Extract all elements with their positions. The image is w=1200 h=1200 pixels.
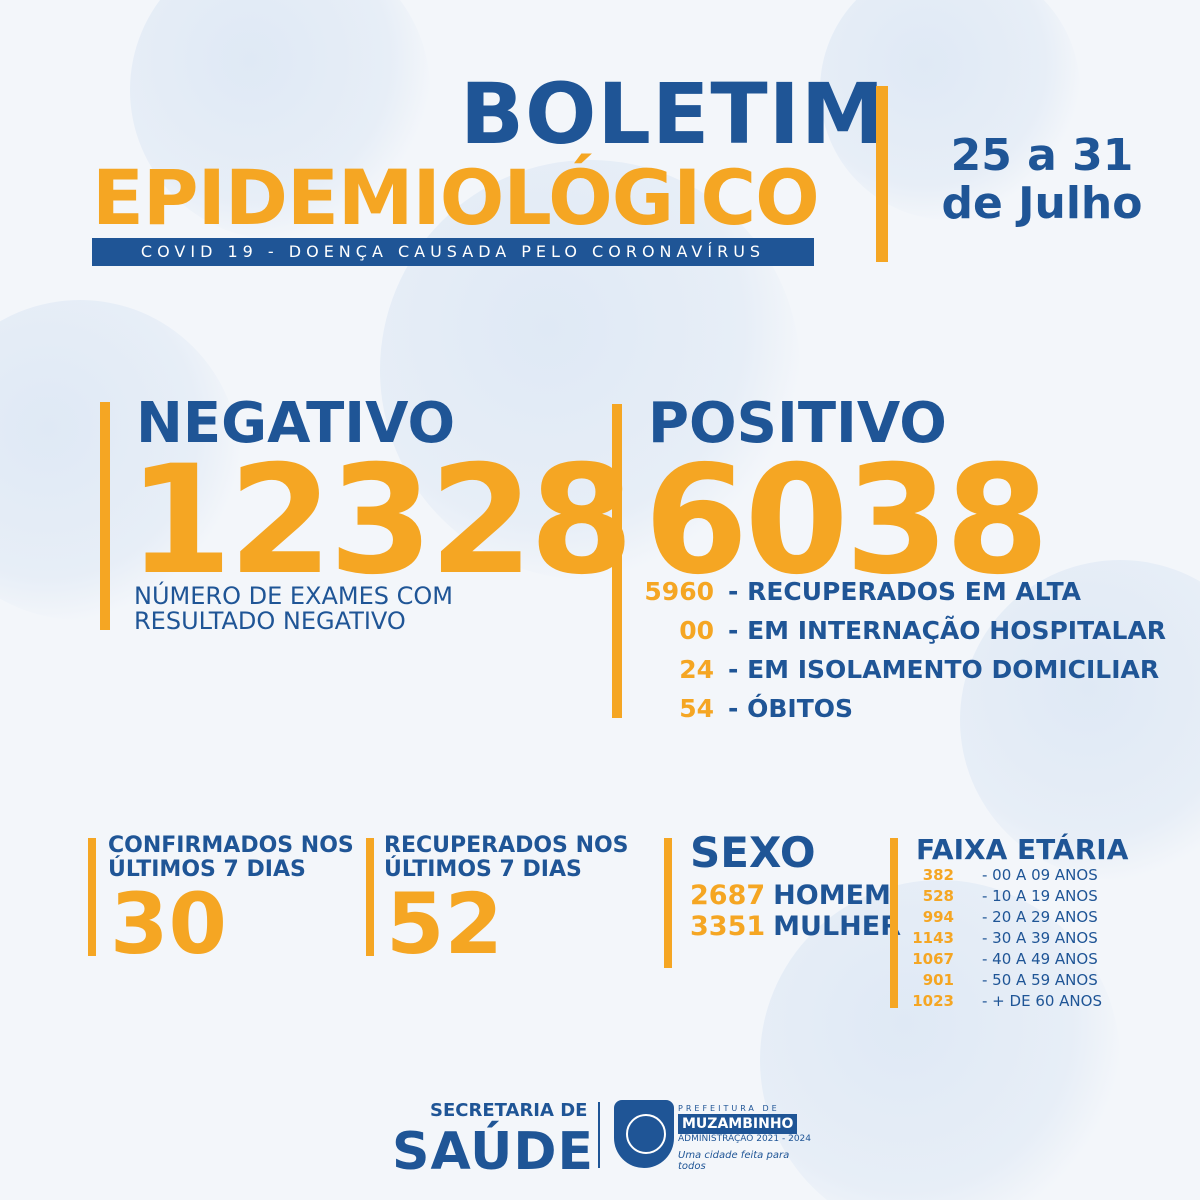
subtitle-banner: COVID 19 - DOENÇA CAUSADA PELO CORONAVÍR… xyxy=(92,238,814,266)
positivo-row-label: - ÓBITOS xyxy=(728,694,853,723)
positivo-row-value: 00 xyxy=(679,616,714,645)
age-row-label: - + DE 60 ANOS xyxy=(982,992,1102,1010)
sexo-row-label: HOMEM xyxy=(773,880,891,911)
recuperados-value: 52 xyxy=(386,875,503,973)
age-row: 901 - 50 A 59 ANOS xyxy=(900,971,1160,992)
age-row-label: - 40 A 49 ANOS xyxy=(982,950,1098,968)
faixa-title: FAIXA ETÁRIA xyxy=(916,833,1129,866)
logo-slogan: Uma cidade feita para todos xyxy=(678,1150,790,1172)
virus-decoration xyxy=(760,880,1120,1200)
sexo-row: 2687 HOMEM xyxy=(690,880,891,911)
negativo-bar xyxy=(100,402,110,630)
logo-administration: ADMINISTRAÇÃO 2021 - 2024 xyxy=(678,1134,811,1144)
age-row-value: 994 xyxy=(922,908,954,926)
header-divider xyxy=(876,86,888,262)
saude-label: SAÚDE xyxy=(392,1122,595,1182)
age-row-value: 1067 xyxy=(912,950,954,968)
title-epidemiologico: EPIDEMIOLÓGICO xyxy=(92,153,820,242)
confirmados-line1: CONFIRMADOS NOS xyxy=(108,833,354,858)
secretaria-label: SECRETARIA DE xyxy=(430,1100,588,1121)
positivo-row-label: - EM ISOLAMENTO DOMICILIAR xyxy=(728,655,1160,684)
prefeitura-logo: PREFEITURA DE MUZAMBINHO ADMINISTRAÇÃO 2… xyxy=(614,1100,814,1172)
age-row-value: 382 xyxy=(922,866,954,884)
negativo-value: 12328 xyxy=(128,434,634,608)
positivo-label: POSITIVO xyxy=(648,391,947,456)
age-row: 1023 - + DE 60 ANOS xyxy=(900,992,1160,1013)
recuperados-line1: RECUPERADOS NOS xyxy=(384,833,629,858)
footer-divider xyxy=(598,1102,600,1168)
age-row: 1143 - 30 A 39 ANOS xyxy=(900,929,1160,950)
virus-decoration xyxy=(380,160,800,580)
confirmados-title: CONFIRMADOS NOS ÚLTIMOS 7 DIAS xyxy=(108,833,354,883)
age-row-label: - 00 A 09 ANOS xyxy=(982,866,1098,884)
confirmados-bar xyxy=(88,838,96,956)
sexo-bar xyxy=(664,838,672,968)
positivo-row-label: - EM INTERNAÇÃO HOSPITALAR xyxy=(728,616,1167,645)
age-row-label: - 30 A 39 ANOS xyxy=(982,929,1098,947)
date-range: 25 a 31 de Julho xyxy=(902,130,1182,230)
positivo-row: 00 - EM INTERNAÇÃO HOSPITALAR xyxy=(632,616,1192,652)
age-row-label: - 50 A 59 ANOS xyxy=(982,971,1098,989)
age-row: 528 - 10 A 19 ANOS xyxy=(900,887,1160,908)
positivo-row: 5960 - RECUPERADOS EM ALTA xyxy=(632,577,1192,613)
logo-top-text: PREFEITURA DE xyxy=(678,1104,780,1113)
recuperados-line2: ÚLTIMOS 7 DIAS xyxy=(384,857,582,883)
positivo-row: 54 - ÓBITOS xyxy=(632,694,1192,730)
positivo-row-value: 54 xyxy=(679,694,714,723)
age-row: 382 - 00 A 09 ANOS xyxy=(900,866,1160,887)
positivo-row-value: 24 xyxy=(679,655,714,684)
negativo-desc-line2: RESULTADO NEGATIVO xyxy=(134,607,406,636)
sexo-row-label: MULHER xyxy=(773,911,901,942)
sexo-title: SEXO xyxy=(690,828,816,877)
age-row-value: 528 xyxy=(922,887,954,905)
age-row-label: - 20 A 29 ANOS xyxy=(982,908,1098,926)
negativo-description: NÚMERO DE EXAMES COM RESULTADO NEGATIVO xyxy=(134,582,453,636)
positivo-row-value: 5960 xyxy=(644,577,714,606)
sexo-row-value: 3351 xyxy=(690,911,766,942)
age-row: 1067 - 40 A 49 ANOS xyxy=(900,950,1160,971)
virus-decoration xyxy=(960,560,1200,880)
positivo-row-label: - RECUPERADOS EM ALTA xyxy=(728,577,1082,606)
positivo-value: 6038 xyxy=(644,434,1049,608)
logo-name: MUZAMBINHO xyxy=(678,1114,798,1134)
sexo-row: 3351 MULHER xyxy=(690,911,901,942)
negativo-desc-line1: NÚMERO DE EXAMES COM xyxy=(134,582,453,610)
recuperados-bar xyxy=(366,838,374,956)
positivo-row: 24 - EM ISOLAMENTO DOMICILIAR xyxy=(632,655,1192,691)
confirmados-value: 30 xyxy=(110,875,227,973)
date-line1: 25 a 31 xyxy=(950,130,1134,181)
virus-decoration xyxy=(820,0,1080,220)
age-row-value: 901 xyxy=(922,971,954,989)
faixa-bar xyxy=(890,838,898,1008)
title-boletim: BOLETIM xyxy=(460,65,886,163)
age-row-label: - 10 A 19 ANOS xyxy=(982,887,1098,905)
date-line2: de Julho xyxy=(941,178,1143,230)
recuperados-title: RECUPERADOS NOS ÚLTIMOS 7 DIAS xyxy=(384,833,629,883)
sexo-row-value: 2687 xyxy=(690,880,766,911)
age-row-value: 1023 xyxy=(912,992,954,1010)
positivo-bar xyxy=(612,404,622,718)
age-row-value: 1143 xyxy=(912,929,954,947)
virus-decoration xyxy=(130,0,430,240)
confirmados-line2: ÚLTIMOS 7 DIAS xyxy=(108,857,306,883)
coat-of-arms-icon xyxy=(614,1100,674,1168)
negativo-label: NEGATIVO xyxy=(136,391,456,456)
age-row: 994 - 20 A 29 ANOS xyxy=(900,908,1160,929)
